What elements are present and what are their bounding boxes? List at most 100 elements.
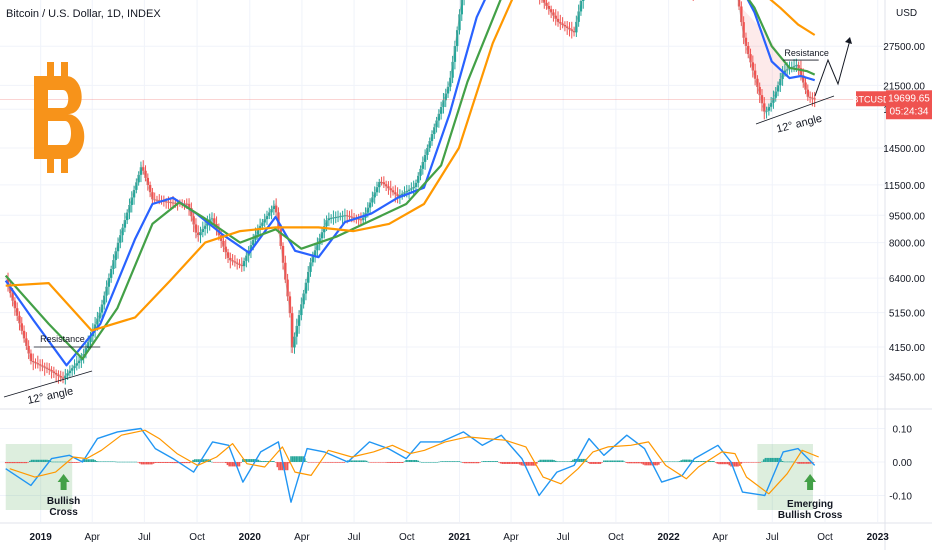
candle-body	[378, 182, 381, 188]
histogram-bar	[594, 462, 597, 464]
candle-body	[93, 324, 97, 331]
histogram-bar	[126, 461, 129, 463]
histogram-bar	[694, 461, 696, 462]
candle-body	[197, 232, 200, 236]
histogram-bar	[427, 462, 430, 463]
histogram-bar	[747, 462, 750, 463]
histogram-bar	[293, 456, 296, 462]
histogram-bar	[22, 462, 24, 464]
histogram-bar	[171, 462, 174, 464]
histogram-bar	[125, 461, 127, 463]
histogram-bar	[372, 462, 375, 463]
histogram-bar	[286, 462, 289, 471]
price-axis-tick: 27500.00	[883, 42, 925, 53]
histogram-bar	[704, 461, 707, 462]
ma-orange-line	[769, 0, 816, 36]
histogram-bar	[773, 457, 775, 462]
histogram-bar	[51, 461, 53, 463]
histogram-bar	[92, 459, 95, 462]
histogram-bar	[211, 461, 213, 463]
histogram-bar	[494, 461, 497, 462]
histogram-bar	[405, 459, 407, 462]
histogram-bar	[58, 461, 60, 463]
candle-body	[22, 330, 26, 339]
histogram-bar	[355, 460, 358, 462]
candle-body	[263, 219, 266, 223]
histogram-bar	[298, 456, 301, 462]
histogram-bar	[63, 461, 65, 463]
candle-body	[139, 167, 143, 175]
candle-body	[433, 127, 436, 135]
histogram-bar	[245, 459, 248, 462]
candle-body	[552, 12, 555, 16]
oscillator-pane	[4, 427, 819, 503]
histogram-bar	[587, 462, 590, 464]
histogram-bar	[358, 460, 361, 462]
histogram-bar	[152, 462, 155, 464]
histogram-bar	[233, 462, 236, 467]
histogram-bar	[231, 462, 234, 467]
last-price-value: 19699.65	[888, 93, 930, 104]
histogram-bar	[297, 456, 299, 462]
histogram-bar	[53, 461, 55, 463]
histogram-bar	[8, 462, 10, 464]
histogram-bar	[352, 460, 354, 462]
histogram-bar	[333, 462, 335, 463]
histogram-bar	[735, 462, 737, 467]
histogram-bar	[460, 461, 462, 463]
candle-body	[375, 187, 379, 193]
histogram-bar	[491, 461, 493, 462]
histogram-bar	[364, 460, 366, 462]
candle-body	[258, 225, 262, 230]
histogram-bar	[395, 462, 397, 463]
candle-body	[66, 373, 69, 376]
time-axis-tick: Apr	[294, 532, 310, 543]
histogram-bar	[639, 462, 641, 464]
candle-body	[323, 226, 326, 233]
histogram-bar	[393, 462, 395, 463]
candle-body	[130, 197, 133, 205]
candle-body	[543, 0, 546, 3]
histogram-bar	[266, 461, 268, 462]
histogram-bar	[505, 462, 507, 464]
time-axis-tick: Apr	[84, 532, 100, 543]
histogram-bar	[121, 461, 124, 463]
histogram-bar	[685, 459, 688, 462]
candle-body	[265, 215, 269, 220]
histogram-bar	[424, 462, 426, 463]
candle-body	[366, 207, 370, 213]
histogram-bar	[303, 458, 306, 462]
histogram-bar	[261, 461, 263, 462]
histogram-bar	[731, 462, 734, 467]
candle-body	[89, 336, 92, 343]
histogram-bar	[609, 460, 612, 462]
candle-body	[142, 167, 145, 171]
histogram-bar	[59, 461, 62, 463]
histogram-bar	[285, 462, 287, 471]
time-axis-tick: Apr	[712, 532, 728, 543]
histogram-bar	[410, 459, 413, 462]
histogram-bar	[556, 461, 559, 462]
candle-body	[391, 190, 395, 193]
countdown-value: 05:24:34	[890, 106, 929, 117]
histogram-bar	[721, 462, 724, 465]
histogram-bar	[412, 459, 414, 462]
histogram-bar	[633, 462, 636, 464]
candle-body	[398, 194, 402, 197]
resistance-label: Resistance	[40, 334, 85, 344]
histogram-bar	[159, 462, 162, 463]
histogram-bar	[774, 457, 777, 462]
histogram-bar	[499, 462, 502, 464]
histogram-bar	[340, 462, 342, 463]
osc-axis-tick: -0.10	[889, 492, 912, 503]
candle-body	[407, 189, 411, 191]
channel-shade	[737, 3, 789, 110]
histogram-bar	[570, 460, 572, 462]
candle-body	[213, 218, 216, 225]
candle-body	[437, 113, 441, 121]
candle-body	[98, 312, 101, 319]
histogram-bar	[383, 462, 385, 463]
candle-body	[272, 205, 276, 210]
